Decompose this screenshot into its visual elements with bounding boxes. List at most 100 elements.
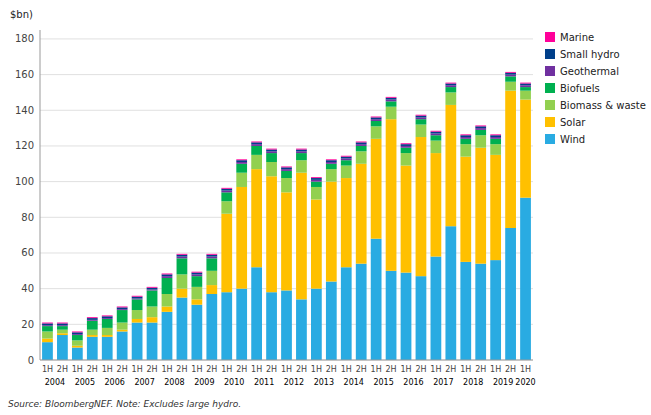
bar-segment — [490, 155, 501, 260]
bar-segment — [162, 278, 173, 294]
bar-segment — [445, 85, 456, 87]
bar-segment — [445, 226, 456, 360]
bar-segment — [72, 348, 83, 360]
bar-segment — [460, 139, 471, 144]
legend-swatch — [545, 83, 555, 93]
bar-segment — [251, 155, 262, 169]
bar-segment — [206, 255, 217, 257]
x-tick-label: 1H — [341, 365, 352, 374]
y-tick-label: 80 — [21, 212, 34, 223]
bar-segment — [326, 282, 337, 360]
legend-label: Biofuels — [560, 83, 600, 94]
bar-segment — [296, 160, 307, 172]
bar-segment — [42, 326, 53, 331]
bar-segment — [520, 91, 531, 100]
legend-swatch — [545, 49, 555, 59]
bar-segment — [490, 139, 501, 144]
x-tick-label: 1H — [520, 365, 531, 374]
legend-swatch — [545, 32, 555, 42]
bar-segment — [266, 150, 277, 152]
bar-segment — [117, 306, 128, 308]
bar-segment — [42, 323, 53, 325]
x-tick-label: 2H — [386, 365, 397, 374]
bar-segment — [72, 335, 83, 340]
bar-segment — [371, 117, 382, 119]
bar-segment — [42, 322, 53, 324]
bar-segment — [475, 130, 486, 135]
x-tick-label: 1H — [281, 365, 292, 374]
bar-segment — [281, 169, 292, 171]
bar-segment — [341, 160, 352, 165]
bar-segment — [445, 87, 456, 92]
bar-segment — [445, 92, 456, 104]
year-label: 2016 — [403, 378, 423, 387]
bar-segment — [475, 148, 486, 264]
bar-segment — [72, 346, 83, 348]
bar-segment — [266, 292, 277, 360]
bar-segment — [356, 264, 367, 360]
bar-segment — [341, 155, 352, 157]
legend-swatch — [545, 66, 555, 76]
bar-segment — [296, 299, 307, 360]
bar-segment — [236, 187, 247, 289]
bar-segment — [371, 139, 382, 239]
source-note: Source: BloombergNEF. Note: Excludes lar… — [8, 399, 241, 409]
bar-segment — [102, 315, 113, 317]
bar-segment — [505, 75, 516, 77]
bar-segment — [266, 148, 277, 150]
bars — [42, 72, 531, 360]
bar-segment — [87, 321, 98, 330]
bar-segment — [386, 96, 397, 98]
year-label: 2013 — [314, 378, 334, 387]
bar-segment — [87, 335, 98, 337]
bar-segment — [57, 322, 68, 324]
bar-segment — [296, 173, 307, 300]
bar-segment — [475, 125, 486, 127]
bar-segment — [505, 73, 516, 75]
bar-segment — [460, 134, 471, 136]
y-tick-label: 0 — [28, 355, 34, 366]
x-tick-label: 1H — [191, 365, 202, 374]
grid-line — [40, 38, 533, 39]
bar-segment — [431, 133, 442, 135]
bar-segment — [102, 337, 113, 360]
bar-segment — [490, 144, 501, 155]
bar-segment — [490, 137, 501, 139]
bar-segment — [490, 134, 501, 136]
bar-segment — [475, 264, 486, 360]
bar-segment — [236, 164, 247, 173]
bar-segment — [475, 128, 486, 130]
bar-segment — [401, 146, 412, 148]
bar-segment — [87, 317, 98, 319]
year-label: 2004 — [45, 378, 65, 387]
bar-segment — [386, 119, 397, 271]
bar-segment — [281, 290, 292, 360]
x-tick-label: 1H — [72, 365, 83, 374]
x-tick-label: 1H — [490, 365, 501, 374]
bar-segment — [371, 239, 382, 360]
bar-segment — [57, 335, 68, 360]
bar-segment — [177, 274, 188, 288]
bar-segment — [341, 178, 352, 267]
bar-segment — [356, 144, 367, 146]
bar-segment — [416, 125, 427, 137]
year-label: 2017 — [433, 378, 453, 387]
bar-segment — [401, 166, 412, 273]
x-axis-line — [40, 360, 533, 361]
bar-segment — [57, 330, 68, 334]
bar-segment — [445, 105, 456, 226]
bar-segment — [206, 271, 217, 285]
bar-segment — [221, 214, 232, 292]
legend-label: Marine — [560, 32, 594, 43]
bar-segment — [266, 176, 277, 292]
bar-segment — [490, 135, 501, 137]
bar-segment — [236, 160, 247, 162]
bar-segment — [520, 84, 531, 86]
grid — [40, 39, 533, 360]
bar-segment — [42, 339, 53, 343]
bar-segment — [326, 182, 337, 282]
year-label: 2011 — [254, 378, 274, 387]
bar-segment — [87, 330, 98, 335]
y-tick-label: 20 — [21, 319, 34, 330]
bar-segment — [147, 323, 158, 360]
